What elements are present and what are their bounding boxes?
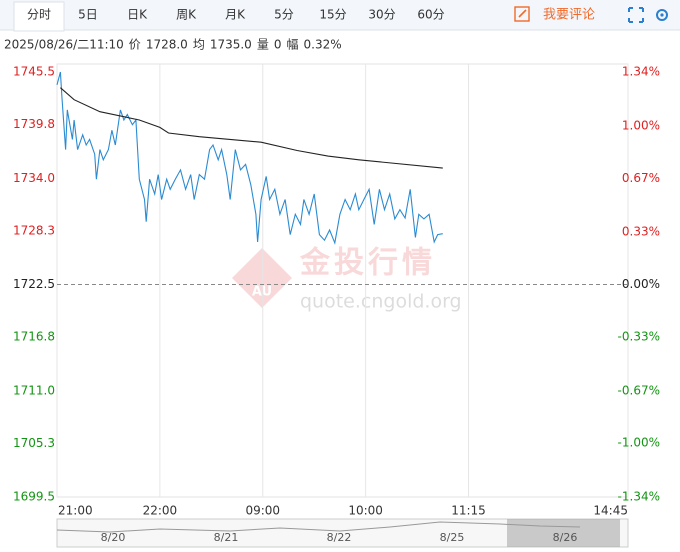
y-tick-label: 1734.0 — [13, 171, 55, 185]
y2-tick-label: 1.00% — [622, 118, 660, 132]
plot-border — [56, 63, 629, 498]
tab-bar — [0, 0, 680, 30]
y-tick-label: 1745.5 — [13, 65, 55, 79]
info-datetime: 2025/08/26/二11:10 — [4, 38, 124, 52]
info-range-label: 幅 — [286, 37, 298, 52]
y-tick-label: 1699.5 — [13, 490, 55, 504]
y2-tick-label: -1.00% — [618, 436, 660, 450]
series-line — [56, 71, 443, 245]
tab[interactable]: 日K — [127, 8, 148, 22]
info-price-label: 价 — [129, 38, 141, 52]
y2-tick-label: 0.67% — [622, 171, 660, 185]
y-tick-label: 1705.3 — [13, 436, 55, 450]
navigator-trace — [56, 521, 581, 533]
navigator-label: 8/25 — [440, 531, 465, 544]
info-line: 2025/08/26/二11:10 价 1728.0 均 1735.0 量 0 幅 0.32% — [4, 37, 342, 52]
tab[interactable]: 15分 — [319, 8, 346, 22]
settings-icon[interactable] — [656, 9, 668, 21]
comment-icon-pen — [518, 9, 527, 18]
y-tick-label: 1728.3 — [13, 223, 55, 237]
comment-icon-box — [514, 6, 530, 22]
y2-tick-label: 0.00% — [622, 277, 660, 291]
y-tick-label: 1711.0 — [13, 383, 55, 397]
info-volume: 0 — [274, 38, 282, 52]
y-tick-label: 1739.8 — [13, 117, 55, 131]
tab[interactable]: 月K — [225, 8, 246, 22]
tab[interactable]: 周K — [176, 8, 197, 22]
navigator-label: 8/26 — [553, 531, 578, 544]
comment-icon[interactable] — [514, 6, 530, 22]
y-tick-label: 1722.5 — [13, 277, 55, 291]
tab[interactable]: 30分 — [368, 8, 395, 22]
y2-tick-label: -0.33% — [618, 329, 660, 343]
navigator-label: 8/21 — [214, 531, 239, 544]
active-tab-bg — [13, 1, 65, 32]
y2-tick-label: -0.67% — [618, 383, 660, 397]
tab[interactable]: 分时 — [27, 8, 51, 22]
watermark-title: 金投行情 — [299, 246, 436, 281]
info-avg: 1735.0 — [210, 38, 252, 52]
navigator-label: 8/22 — [327, 531, 352, 544]
navigator-label: 8/20 — [101, 531, 126, 544]
x-tick-label: 22:00 — [143, 504, 178, 518]
info-volume-label: 量 — [257, 38, 269, 52]
settings-center — [660, 13, 664, 17]
watermark: AU 金投行情 quote.cngold.org — [232, 246, 462, 313]
y-tick-label: 1716.8 — [13, 330, 55, 344]
fullscreen-icon[interactable] — [628, 7, 644, 23]
navigator-window[interactable] — [507, 519, 620, 547]
series-line — [60, 87, 443, 169]
y2-tick-label: 0.33% — [622, 225, 660, 239]
x-tick-label: 21:00 — [58, 504, 93, 518]
y2-tick-label: -1.34% — [618, 490, 660, 504]
info-range: 0.32% — [304, 38, 342, 52]
watermark-url: quote.cngold.org — [300, 291, 462, 313]
x-tick-label: 11:15 — [451, 504, 486, 518]
info-price: 1728.0 — [146, 38, 188, 52]
tab[interactable]: 5分 — [274, 8, 294, 22]
x-tick-label: 10:00 — [348, 504, 383, 518]
y2-tick-label: 1.34% — [622, 65, 660, 79]
x-tick-label: 14:45 — [593, 504, 628, 518]
settings-gear — [656, 9, 668, 21]
tab[interactable]: 5日 — [78, 8, 98, 22]
tab[interactable]: 60分 — [417, 8, 444, 22]
watermark-logo: AU — [252, 285, 272, 300]
info-avg-label: 均 — [193, 38, 205, 52]
watermark-logo-shape — [232, 248, 292, 308]
x-tick-label: 09:00 — [245, 504, 280, 518]
comment-button[interactable]: 我要评论 — [543, 8, 595, 23]
